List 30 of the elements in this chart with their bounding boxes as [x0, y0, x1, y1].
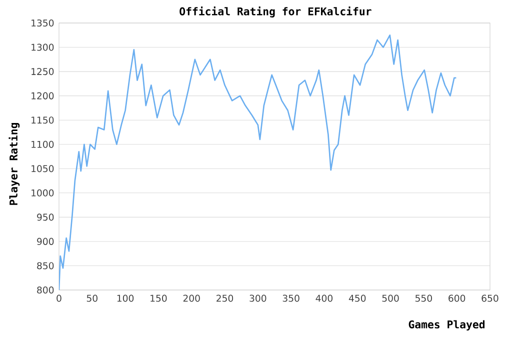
- y-tick-label: 1300: [32, 44, 54, 51]
- y-axis-title: Player Rating: [8, 122, 20, 205]
- x-tick-label: 0: [56, 294, 62, 302]
- x-tick-label: 100: [117, 294, 134, 302]
- x-tick-label: 450: [348, 294, 366, 302]
- x-tick-label: 550: [415, 294, 432, 302]
- y-tick-label: 1350: [32, 19, 54, 27]
- y-tick-label: 1000: [32, 189, 54, 196]
- y-tick-label: 1150: [32, 116, 54, 124]
- x-tick-label: 150: [150, 294, 167, 302]
- x-tick-label: 350: [282, 294, 300, 302]
- line-series: [59, 34, 457, 290]
- x-tick-label: 50: [86, 294, 98, 302]
- x-tick-label: 500: [382, 294, 399, 302]
- y-tick-label: 900: [37, 238, 54, 245]
- x-axis-title: Games Played: [408, 320, 485, 330]
- y-tick-label: 1100: [32, 140, 54, 148]
- x-tick-label: 200: [183, 294, 200, 302]
- chart-title: Official Rating for EFKalcifur: [180, 6, 372, 18]
- y-tick-label: 950: [37, 214, 54, 221]
- x-tick-label: 400: [316, 294, 333, 302]
- x-tick-label: 650: [482, 294, 498, 302]
- x-tick-label: 300: [250, 294, 266, 302]
- y-tick-label: 1050: [32, 165, 54, 172]
- y-tick-label: 1200: [32, 92, 54, 100]
- x-tick-label: 250: [216, 294, 234, 302]
- y-tick-label: 1250: [32, 68, 54, 76]
- y-tick-label: 800: [37, 286, 54, 294]
- y-tick-label: 850: [37, 262, 54, 270]
- x-tick-label: 600: [448, 294, 466, 302]
